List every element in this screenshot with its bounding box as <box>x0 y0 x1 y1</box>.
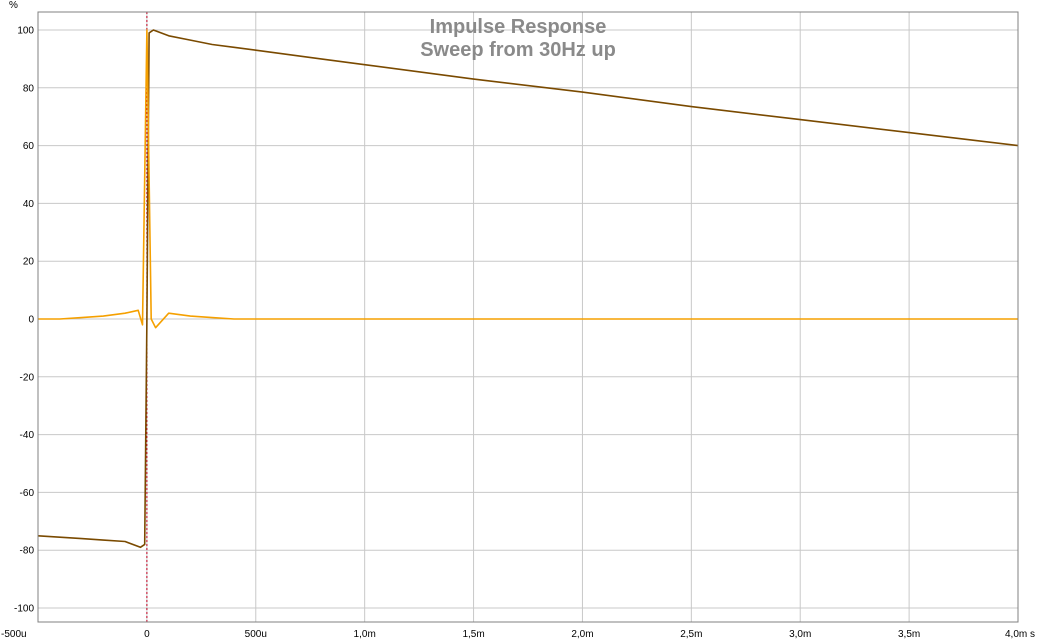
y-tick-label: 100 <box>17 26 34 37</box>
y-tick-label: 80 <box>23 83 35 94</box>
series-line-2 <box>38 29 1018 329</box>
y-tick-label: 60 <box>23 141 35 152</box>
x-tick-label: 4,0m s <box>1005 629 1035 640</box>
x-tick-label: -500u <box>1 629 27 640</box>
x-tick-label: 1,0m <box>354 629 376 640</box>
y-tick-label: -20 <box>20 372 35 383</box>
x-tick-label: 3,5m <box>898 629 920 640</box>
x-tick-label: 3,0m <box>789 629 811 640</box>
y-tick-label: -60 <box>20 488 35 499</box>
series-line-1 <box>37 29 1019 549</box>
y-tick-label: -80 <box>20 546 35 557</box>
data-series <box>37 29 1019 549</box>
y-tick-label: 20 <box>23 257 35 268</box>
x-tick-labels: -500u 0 500u 1,0m 1,5m 2,0m 2,5m 3,0m 3,5m 4,0m s <box>1 629 1035 640</box>
plot-frame <box>37 11 1019 623</box>
y-tick-label: -100 <box>14 604 34 615</box>
x-tick-label: 1,5m <box>462 629 484 640</box>
plot-background <box>38 12 1018 622</box>
x-tick-label: 500u <box>245 629 267 640</box>
x-tick-label: 2,5m <box>680 629 702 640</box>
x-tick-label: 0 <box>144 629 150 640</box>
chart-title: Impulse Response <box>430 16 607 38</box>
y-tick-label: -40 <box>20 430 35 441</box>
y-tick-label: 0 <box>28 315 34 326</box>
y-tick-label: 40 <box>23 199 35 210</box>
chart-subtitle: Sweep from 30Hz up <box>420 39 616 61</box>
plot-border <box>37 11 1019 623</box>
y-tick-labels: 100 80 60 40 20 0 -20 -40 -60 -80 -100 <box>14 26 34 615</box>
grid <box>37 12 1019 622</box>
x-tick-label: 2,0m <box>571 629 593 640</box>
y-axis-unit-label: % <box>9 0 18 11</box>
